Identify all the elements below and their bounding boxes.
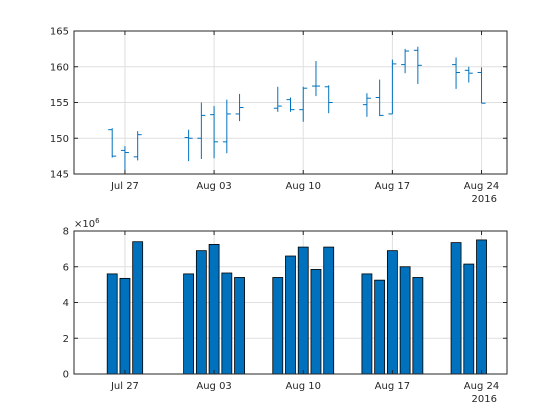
volume-x-tick-label: Jul 27 [110, 381, 139, 392]
volume-y-exponent-label: ×106 [74, 217, 100, 230]
volume-y-exponent-power: 6 [95, 217, 100, 225]
price-x-tick-label: Aug 03 [196, 181, 231, 192]
volume-y-tick-label: 6 [63, 262, 69, 273]
price-y-tick-label: 155 [50, 98, 69, 109]
volume-bar [208, 244, 220, 375]
volume-bar [285, 255, 296, 375]
ohlc-mark [413, 46, 422, 84]
ohlc-mark [286, 97, 295, 112]
volume-bar [412, 277, 424, 375]
volume-bar [399, 266, 411, 375]
volume-axes-frame [73, 230, 508, 375]
price-x-year-label: 2016 [472, 194, 497, 205]
volume-x-tick-label: Aug 24 [464, 381, 499, 392]
ohlc-mark [210, 106, 219, 159]
volume-x-tick-label: Aug 10 [286, 381, 321, 392]
volume-x-tick-label: Aug 03 [196, 381, 231, 392]
volume-bar [297, 246, 309, 375]
ohlc-mark [452, 57, 461, 89]
price-axes-frame [73, 30, 508, 175]
volume-x-year-label: 2016 [472, 394, 497, 405]
price-ohlc-series [108, 46, 486, 172]
volume-bar [310, 269, 322, 375]
ohlc-mark [311, 61, 320, 97]
ohlc-mark [401, 48, 410, 74]
ohlc-mark [299, 86, 308, 122]
volume-bar [221, 272, 233, 375]
volume-bar [132, 241, 144, 375]
ohlc-mark [184, 129, 193, 162]
volume-bar [450, 242, 462, 375]
ohlc-mark [388, 59, 397, 115]
price-y-tick-label: 145 [50, 170, 69, 181]
price-ohlc-panel: 145 150 155 160 165 Jul 27 Aug 03 Aug 10 Aug 17 A… [50, 27, 508, 206]
ohlc-mark [464, 66, 473, 83]
price-x-tick-label: Jul 27 [110, 181, 139, 192]
volume-bar [476, 239, 487, 375]
volume-bar [119, 277, 131, 375]
volume-bar [183, 273, 195, 375]
volume-bar [195, 250, 207, 375]
ohlc-mark [222, 99, 231, 154]
price-x-tick-label: Aug 24 [464, 181, 499, 192]
volume-bar [106, 273, 118, 375]
ohlc-mark [108, 128, 117, 158]
volume-y-exponent-base: ×10 [74, 219, 95, 230]
volume-x-tick-label: Aug 17 [375, 381, 410, 392]
ohlc-mark [324, 85, 333, 114]
volume-bar [386, 250, 398, 375]
price-x-tick-label: Aug 10 [286, 181, 321, 192]
volume-y-tick-label: 0 [63, 370, 69, 381]
ohlc-mark [235, 93, 244, 122]
price-y-tick-label: 150 [50, 134, 69, 145]
ohlc-mark [273, 86, 282, 112]
volume-bar [361, 273, 373, 375]
volume-y-tick-label: 8 [63, 227, 69, 238]
ohlc-mark [120, 146, 129, 172]
volume-bar [272, 277, 284, 375]
volume-bar [463, 263, 475, 375]
price-x-tick-label: Aug 17 [375, 181, 410, 192]
ohlc-mark [375, 79, 384, 117]
ohlc-mark [477, 67, 486, 104]
ohlc-mark [133, 131, 142, 161]
volume-y-tick-label: 4 [63, 298, 69, 309]
price-tick-labels: 145 150 155 160 165 Jul 27 Aug 03 Aug 10 Aug 17 A… [50, 27, 499, 206]
price-y-tick-label: 165 [50, 27, 69, 38]
volume-bar [374, 279, 386, 375]
price-y-tick-label: 160 [50, 62, 69, 73]
volume-bar [234, 277, 245, 375]
ohlc-mark [362, 93, 371, 117]
ohlc-mark [197, 102, 206, 159]
volume-y-tick-label: 2 [63, 334, 69, 345]
volume-bar [323, 246, 335, 375]
